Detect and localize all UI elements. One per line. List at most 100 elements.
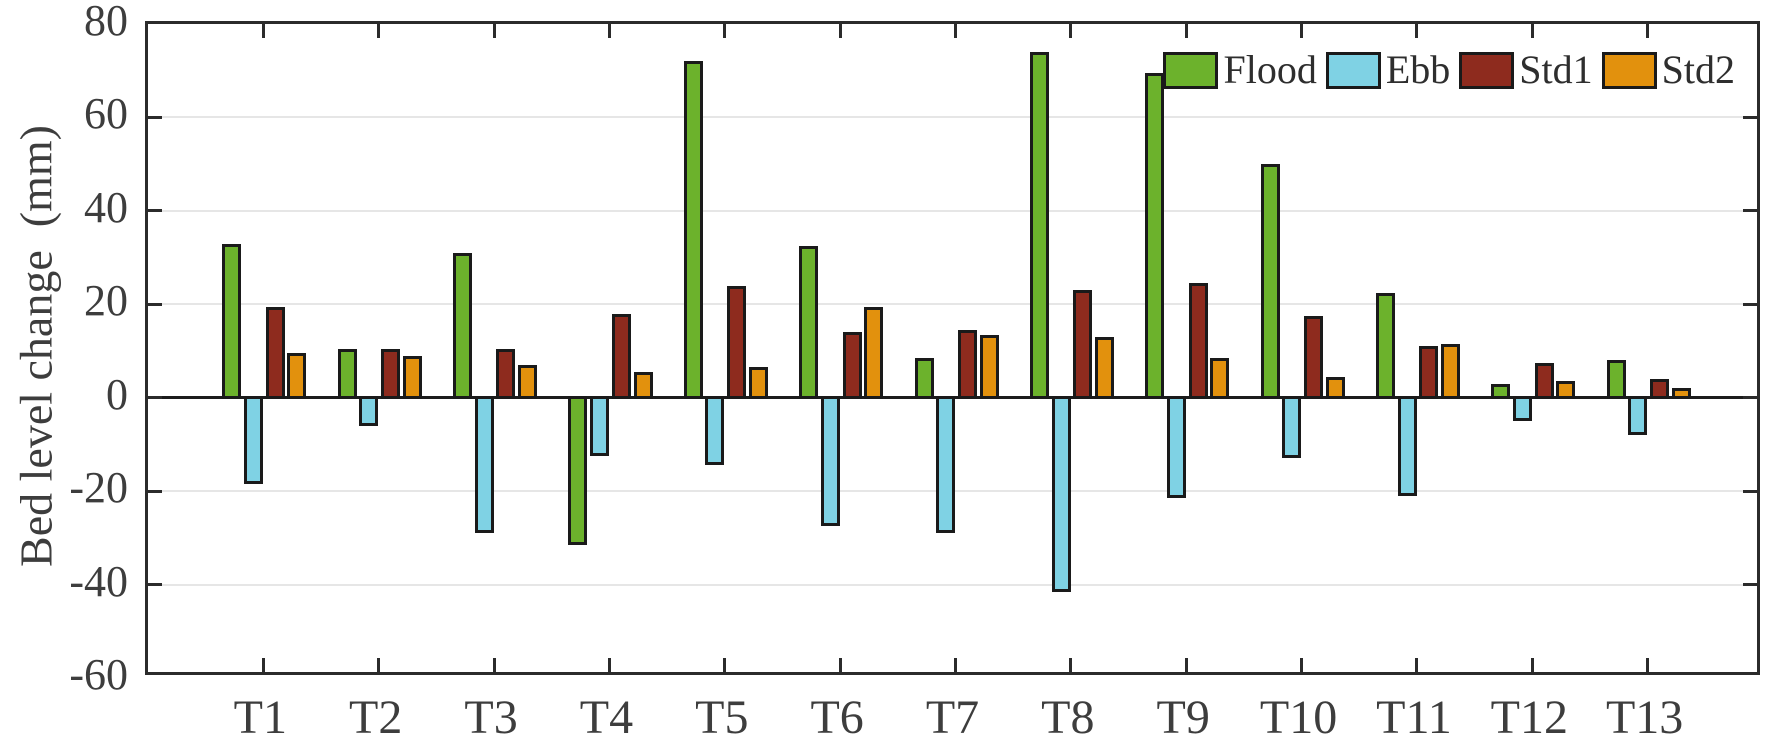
bar-std2-T5 [748, 367, 768, 400]
bar-flood-T8 [1029, 52, 1049, 400]
bar-std2-T7 [979, 334, 999, 400]
bar-std1-T7 [957, 329, 977, 400]
x-tick-label-T1: T1 [233, 691, 288, 744]
x-tick-bottom-T3 [492, 658, 496, 672]
x-tick-label-T6: T6 [810, 691, 864, 744]
bar-std1-T1 [265, 306, 285, 400]
x-tick-label-T7: T7 [925, 691, 980, 744]
y-tick-right-0 [1743, 396, 1757, 400]
x-tick-label-T9: T9 [1156, 691, 1210, 744]
y-tick-right--40 [1743, 583, 1757, 587]
x-tick-label-T10: T10 [1259, 691, 1338, 744]
bar-ebb-T7 [936, 396, 956, 534]
y-tick-right-60 [1743, 115, 1757, 119]
x-tick-top-T5 [723, 24, 727, 38]
y-tick-left-20 [148, 302, 162, 306]
x-tick-label-T11: T11 [1376, 691, 1452, 744]
x-tick-top-T1 [261, 24, 265, 38]
legend-label-std2: Std2 [1661, 47, 1735, 92]
bar-ebb-T11 [1397, 396, 1417, 496]
x-tick-top-T7 [954, 24, 957, 38]
x-tick-bottom-T6 [838, 658, 842, 672]
x-tick-top-T3 [492, 24, 496, 38]
bar-flood-T1 [222, 243, 242, 400]
bar-ebb-T4 [590, 396, 610, 457]
legend-swatch-std1 [1459, 51, 1515, 89]
x-tick-label-T8: T8 [1041, 691, 1095, 744]
bar-std2-T2 [402, 355, 422, 400]
x-tick-label-T12: T12 [1490, 691, 1568, 744]
bar-std2-T13 [1671, 388, 1691, 400]
x-tick-bottom-T11 [1415, 658, 1419, 672]
bar-flood-T4 [568, 396, 588, 545]
bar-std1-T5 [727, 285, 747, 400]
bar-std1-T10 [1303, 315, 1323, 400]
legend-swatch-std2 [1601, 51, 1657, 89]
x-tick-top-T13 [1646, 24, 1650, 38]
bar-std2-T10 [1325, 376, 1345, 400]
bar-std2-T4 [633, 372, 653, 400]
x-tick-top-T4 [607, 24, 611, 38]
bar-flood-T10 [1260, 164, 1280, 400]
y-tick-right--20 [1743, 489, 1757, 493]
chart-legend: Flood Ebb Std1 Std2 [1163, 50, 1735, 90]
bar-flood-T7 [914, 358, 934, 400]
x-tick-bottom-T9 [1184, 658, 1188, 672]
bar-std1-T11 [1419, 346, 1439, 400]
bar-flood-T9 [1145, 73, 1165, 400]
bar-flood-T3 [453, 252, 473, 400]
bar-std2-T11 [1441, 343, 1461, 400]
y-tick-label-0: 0 [106, 369, 128, 419]
x-tick-label-T5: T5 [695, 691, 749, 744]
x-tick-top-T8 [1069, 24, 1073, 38]
x-tick-top-T11 [1415, 24, 1419, 38]
y-tick-right-40 [1743, 209, 1757, 213]
bar-ebb-T8 [1051, 396, 1071, 592]
x-tick-bottom-T12 [1530, 658, 1534, 672]
bar-std1-T3 [496, 348, 516, 400]
x-tick-top-T9 [1184, 24, 1188, 38]
bar-std1-T6 [842, 332, 862, 400]
bar-ebb-T9 [1166, 396, 1186, 499]
bar-std2-T8 [1094, 336, 1114, 400]
bar-ebb-T13 [1628, 396, 1648, 436]
legend-label-flood: Flood [1223, 47, 1317, 92]
y-tick-left--40 [148, 583, 162, 587]
legend-label-ebb: Ebb [1385, 47, 1451, 92]
bar-ebb-T3 [474, 396, 494, 534]
y-tick-label-40: 40 [84, 182, 128, 232]
x-tick-label-T4: T4 [579, 691, 634, 744]
bar-flood-T2 [337, 348, 357, 400]
y-tick-label-20: 20 [84, 276, 128, 326]
bar-std2-T6 [864, 306, 884, 400]
bar-std1-T4 [611, 313, 631, 400]
x-tick-top-T6 [838, 24, 842, 38]
x-tick-bottom-T2 [377, 658, 381, 672]
y-tick-label-60: 60 [84, 89, 128, 139]
x-tick-bottom-T7 [954, 658, 957, 672]
x-tick-bottom-T8 [1069, 658, 1073, 672]
bar-ebb-T12 [1512, 396, 1532, 422]
gridline-60 [148, 116, 1757, 119]
bar-flood-T12 [1491, 383, 1511, 400]
gridline-40 [148, 209, 1757, 212]
plot-area: Flood Ebb Std1 Std2 [145, 21, 1760, 675]
bar-std1-T8 [1073, 290, 1093, 400]
x-tick-label-T13: T13 [1605, 691, 1684, 744]
x-tick-label-T3: T3 [464, 691, 518, 744]
x-tick-top-T12 [1530, 24, 1534, 38]
y-tick-left--20 [148, 489, 162, 493]
legend-item-std2: Std2 [1601, 47, 1735, 92]
y-tick-label-80: 80 [84, 0, 128, 45]
x-tick-bottom-T5 [723, 658, 727, 672]
legend-swatch-ebb [1325, 51, 1381, 89]
bar-ebb-T1 [244, 396, 264, 485]
x-tick-top-T10 [1300, 24, 1304, 38]
y-tick-left-0 [148, 396, 162, 400]
bar-std2-T1 [287, 353, 307, 400]
bar-std1-T13 [1650, 379, 1670, 400]
bar-ebb-T5 [705, 396, 725, 466]
x-tick-bottom-T10 [1300, 658, 1304, 672]
gridline--40 [148, 583, 1757, 586]
